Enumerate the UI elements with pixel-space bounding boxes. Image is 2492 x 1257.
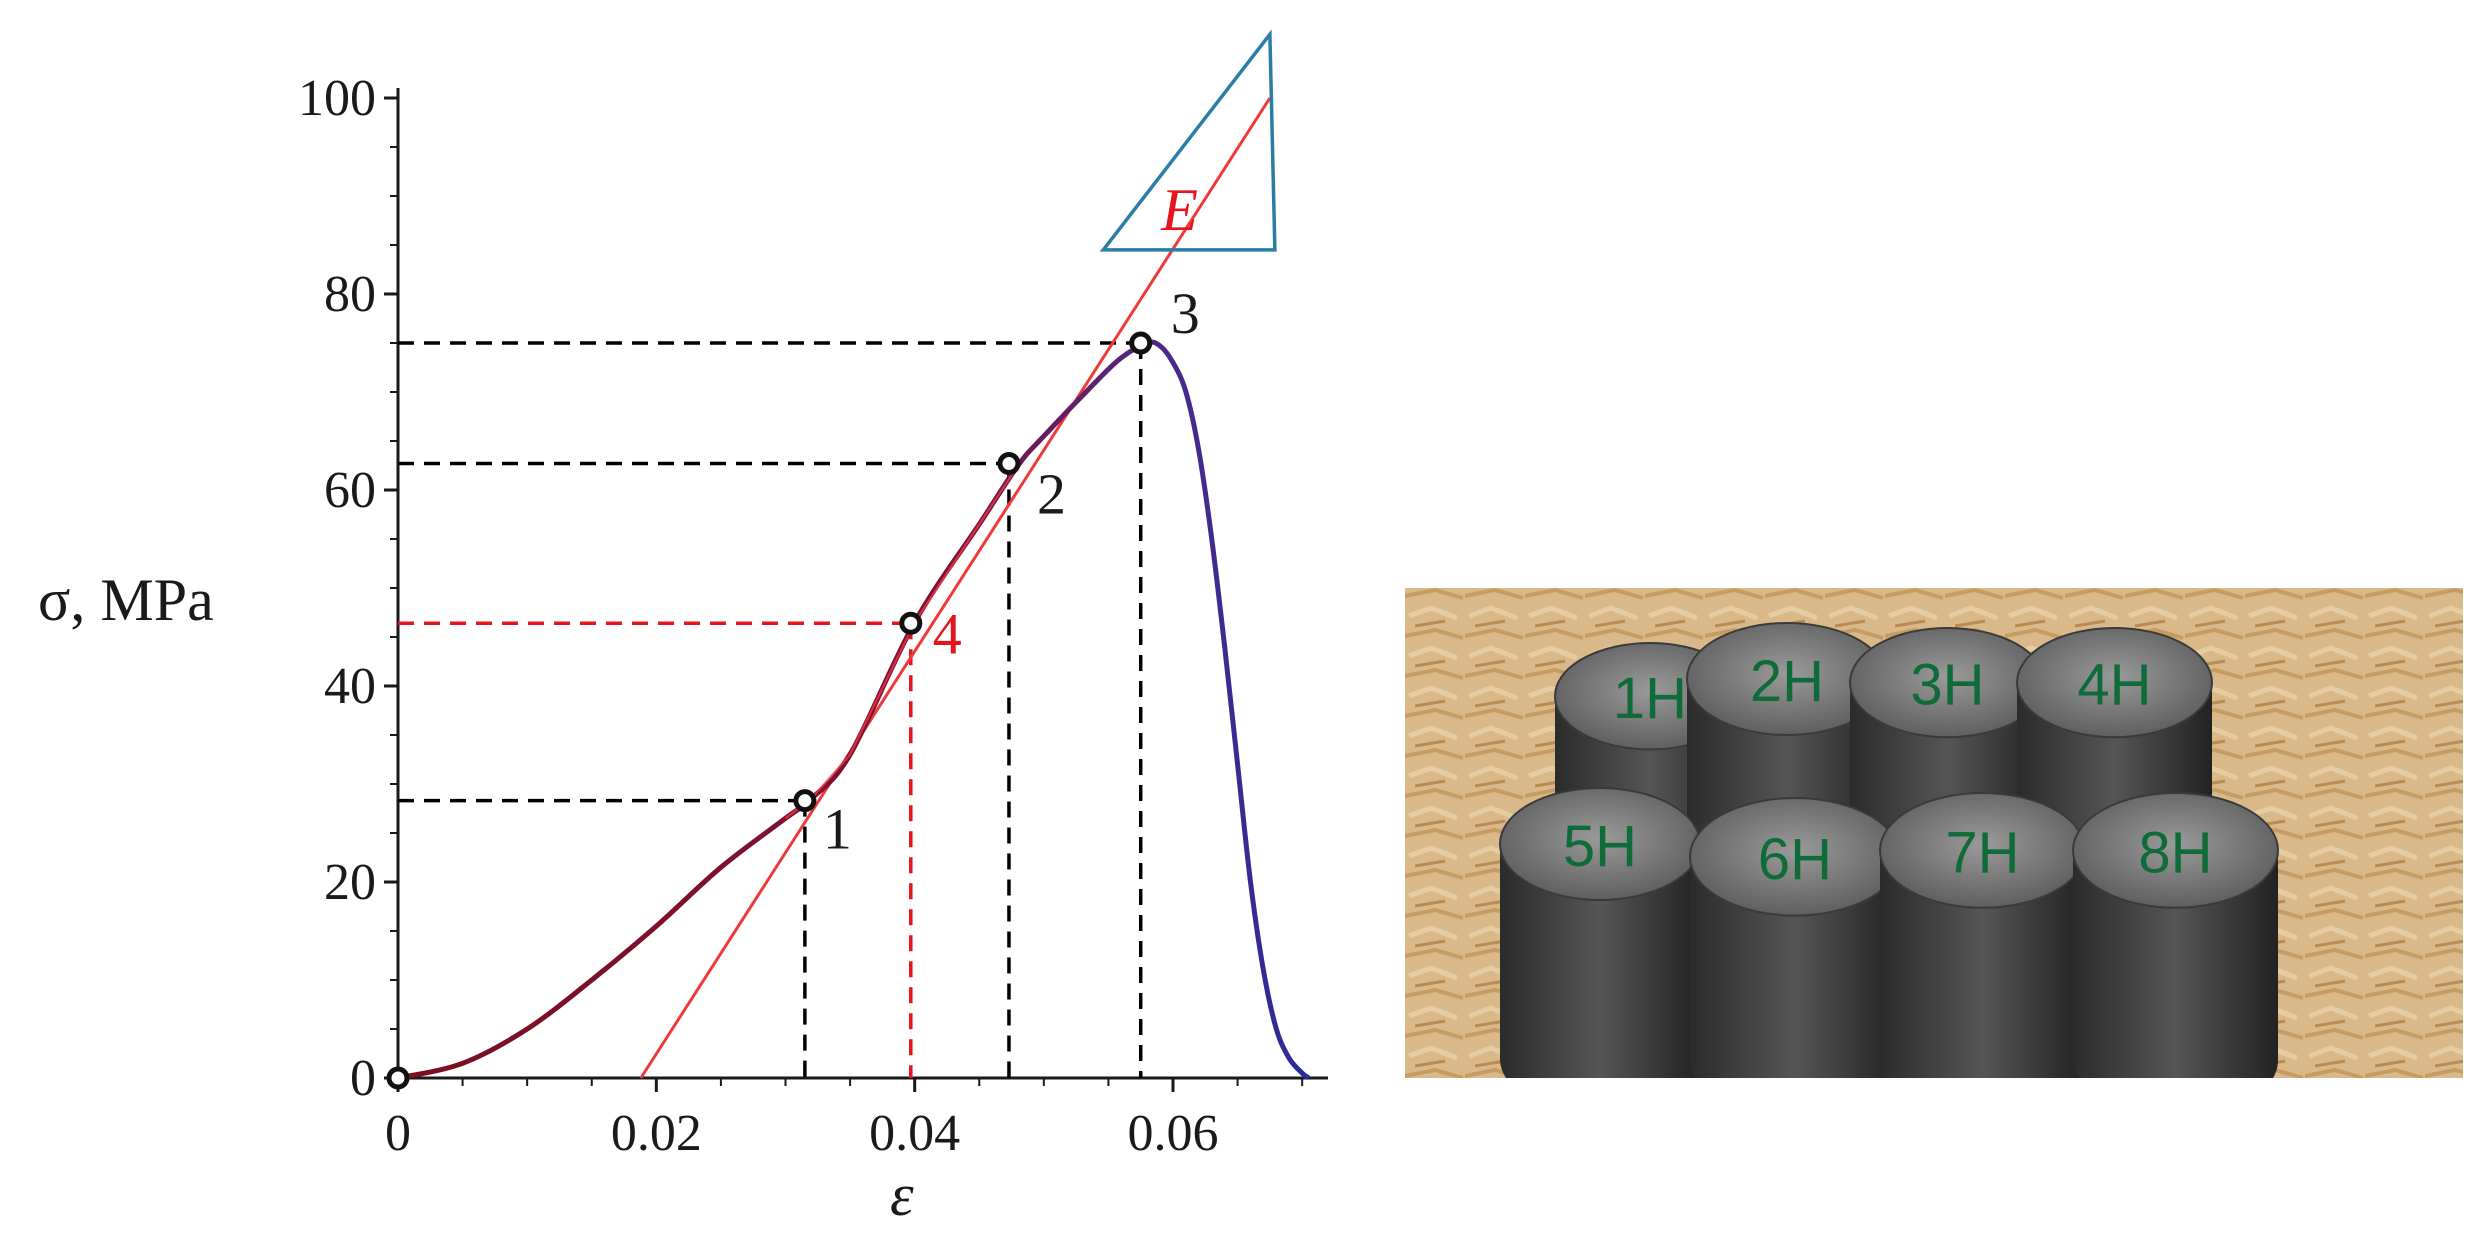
y-tick-label: 80: [324, 266, 376, 323]
specimen-7H: 7H: [1879, 792, 2086, 1078]
point-label-1: 1: [823, 797, 852, 862]
triangle-shape: [1099, 29, 1277, 252]
triangle-label-E: E: [1160, 177, 1198, 243]
guide-lines: [398, 341, 1143, 1078]
axes: 0 20 40 60 80 100 0 0.02 0.04 0.06: [298, 70, 1328, 1162]
x-tick-label: 0: [385, 1105, 411, 1162]
specimen-label: 6H: [1758, 827, 1832, 892]
data-points: 1 4 2 3: [386, 281, 1200, 1090]
x-tick-label: 0.02: [611, 1105, 702, 1162]
point-label-4: 4: [933, 601, 962, 666]
y-tick-label: 20: [324, 854, 376, 911]
specimen-label: 7H: [1945, 820, 2019, 885]
specimen-label: 5H: [1563, 814, 1637, 879]
stress-strain-curve: [397, 339, 1311, 1081]
specimen-label: 8H: [2138, 820, 2212, 885]
point-label-3: 3: [1171, 281, 1200, 346]
data-point-0: [386, 1066, 410, 1090]
specimen-6H: 6H: [1689, 796, 1901, 1078]
y-tick-label: 40: [324, 658, 376, 715]
specimen-5H: 5H: [1499, 787, 1701, 1078]
specimen-8H: 8H: [2072, 792, 2279, 1078]
y-tick-label: 0: [350, 1050, 376, 1107]
point-label-2: 2: [1037, 462, 1066, 527]
modulus-triangle: E: [1099, 29, 1277, 252]
x-axis-label: ε: [890, 1162, 914, 1228]
tangent-line: [639, 97, 1272, 1079]
data-point-4: [899, 611, 923, 635]
specimen-label: 2H: [1750, 649, 1824, 714]
y-tick-label: 60: [324, 462, 376, 519]
specimen-label: 4H: [2077, 653, 2151, 718]
x-tick-label: 0.06: [1128, 1105, 1219, 1162]
specimen-label: 3H: [1910, 653, 1984, 718]
x-tick-label: 0.04: [869, 1105, 960, 1162]
y-axis-label: σ, MPa: [38, 567, 214, 633]
series: [397, 97, 1311, 1081]
specimens-photo: 1H 2H 3H 4H 5H 6H 7H 8H: [1405, 588, 2463, 1078]
y-tick-label: 100: [298, 70, 376, 127]
data-point-3: [1129, 331, 1153, 355]
specimen-label: 1H: [1613, 666, 1687, 731]
data-point-1: [793, 789, 817, 813]
data-point-2: [997, 452, 1021, 476]
